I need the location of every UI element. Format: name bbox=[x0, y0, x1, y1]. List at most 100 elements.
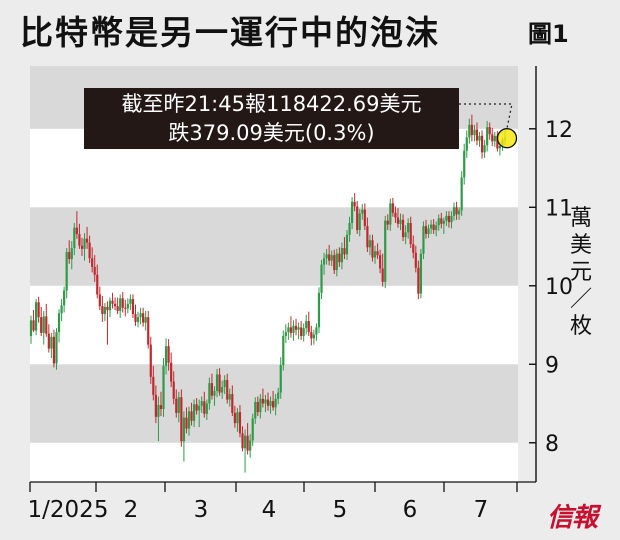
publisher-logo: 信報 bbox=[547, 503, 598, 533]
candle bbox=[42, 310, 45, 345]
annotation-line-1: 截至昨21:45報118422.69美元 bbox=[121, 92, 422, 116]
candle bbox=[154, 385, 157, 424]
candle bbox=[389, 198, 392, 231]
candle bbox=[34, 299, 38, 336]
candle-body bbox=[218, 374, 221, 393]
candle bbox=[45, 303, 48, 337]
candle bbox=[85, 226, 89, 249]
candle bbox=[83, 233, 86, 261]
candle-body bbox=[277, 392, 280, 399]
candle-body bbox=[401, 219, 405, 238]
candle-body bbox=[452, 207, 456, 216]
candle-body bbox=[440, 218, 443, 224]
candle-body bbox=[463, 150, 466, 178]
candle-body bbox=[147, 317, 150, 345]
candle-body bbox=[144, 317, 147, 323]
candle bbox=[200, 396, 203, 413]
candle-body bbox=[491, 134, 494, 142]
y-tick-label: 12 bbox=[545, 118, 573, 143]
candle bbox=[386, 214, 389, 231]
candle bbox=[203, 391, 206, 418]
candle bbox=[210, 373, 214, 400]
candle bbox=[350, 197, 354, 230]
candle-body bbox=[210, 383, 214, 396]
candle-body bbox=[384, 220, 387, 282]
candle-body bbox=[386, 220, 389, 225]
candle-body bbox=[399, 219, 402, 224]
candle bbox=[251, 413, 254, 446]
candle bbox=[124, 299, 127, 317]
candle-body bbox=[282, 336, 285, 366]
candle-body bbox=[353, 201, 356, 207]
candle-body bbox=[249, 440, 252, 451]
candle bbox=[424, 219, 428, 239]
candle bbox=[305, 314, 308, 335]
candle bbox=[218, 368, 221, 396]
candle bbox=[159, 391, 163, 417]
candle bbox=[371, 234, 374, 262]
candle bbox=[333, 249, 336, 274]
candle-body bbox=[312, 334, 315, 339]
candle-body bbox=[287, 327, 290, 333]
candle bbox=[162, 357, 165, 417]
candle-body bbox=[149, 344, 152, 377]
candle-body bbox=[259, 398, 262, 413]
candle bbox=[340, 242, 344, 270]
candle-body bbox=[152, 376, 155, 395]
price-annotation-box: 截至昨21:45報118422.69美元 跌379.09美元(0.3%) bbox=[84, 88, 459, 149]
candle bbox=[312, 329, 315, 345]
candle-body bbox=[187, 411, 191, 429]
candle bbox=[320, 259, 323, 300]
candle-body bbox=[159, 405, 163, 410]
candle bbox=[195, 398, 198, 415]
candle bbox=[294, 318, 298, 336]
candle bbox=[343, 237, 346, 260]
candle-body bbox=[300, 327, 303, 337]
candle bbox=[302, 323, 305, 342]
candle bbox=[96, 264, 99, 299]
candle bbox=[432, 219, 435, 234]
candle-body bbox=[93, 266, 96, 275]
x-tick-label: 6 bbox=[403, 497, 418, 523]
candle bbox=[486, 120, 489, 152]
candle bbox=[149, 336, 152, 384]
candle-body bbox=[73, 227, 76, 249]
candle-body bbox=[246, 435, 249, 451]
candle-body bbox=[136, 317, 140, 322]
candle bbox=[409, 216, 412, 249]
candle-body bbox=[284, 332, 287, 337]
axes-group: 8 9 10 11 12 1/2025 2 3 4 5 6 7 bbox=[28, 66, 573, 523]
y-tick-label: 9 bbox=[545, 353, 559, 378]
candle-body bbox=[396, 217, 400, 224]
candle bbox=[32, 310, 35, 333]
candle-body bbox=[328, 254, 331, 261]
candle bbox=[254, 397, 257, 424]
candle bbox=[450, 211, 453, 229]
candle bbox=[164, 338, 168, 375]
candle-body bbox=[422, 226, 425, 254]
candle bbox=[429, 219, 433, 234]
candle bbox=[345, 230, 349, 260]
candle-body bbox=[376, 251, 379, 256]
candle bbox=[226, 373, 229, 404]
candle bbox=[493, 131, 496, 147]
candle bbox=[269, 396, 272, 414]
candle-body bbox=[361, 209, 364, 214]
candle bbox=[52, 329, 56, 368]
candle-body bbox=[368, 240, 372, 248]
candle bbox=[460, 171, 463, 216]
candle-body bbox=[340, 248, 344, 263]
candle bbox=[190, 402, 193, 426]
candle-body bbox=[198, 405, 201, 411]
candle-body bbox=[47, 333, 50, 349]
candle bbox=[65, 248, 68, 299]
candle bbox=[310, 325, 313, 346]
candle-body bbox=[223, 379, 226, 388]
candle bbox=[373, 245, 377, 264]
candle bbox=[213, 386, 216, 406]
candle bbox=[192, 399, 196, 428]
candle-body bbox=[175, 398, 178, 413]
candle-body bbox=[88, 242, 91, 259]
candle bbox=[256, 396, 259, 417]
candle-body bbox=[381, 268, 384, 282]
